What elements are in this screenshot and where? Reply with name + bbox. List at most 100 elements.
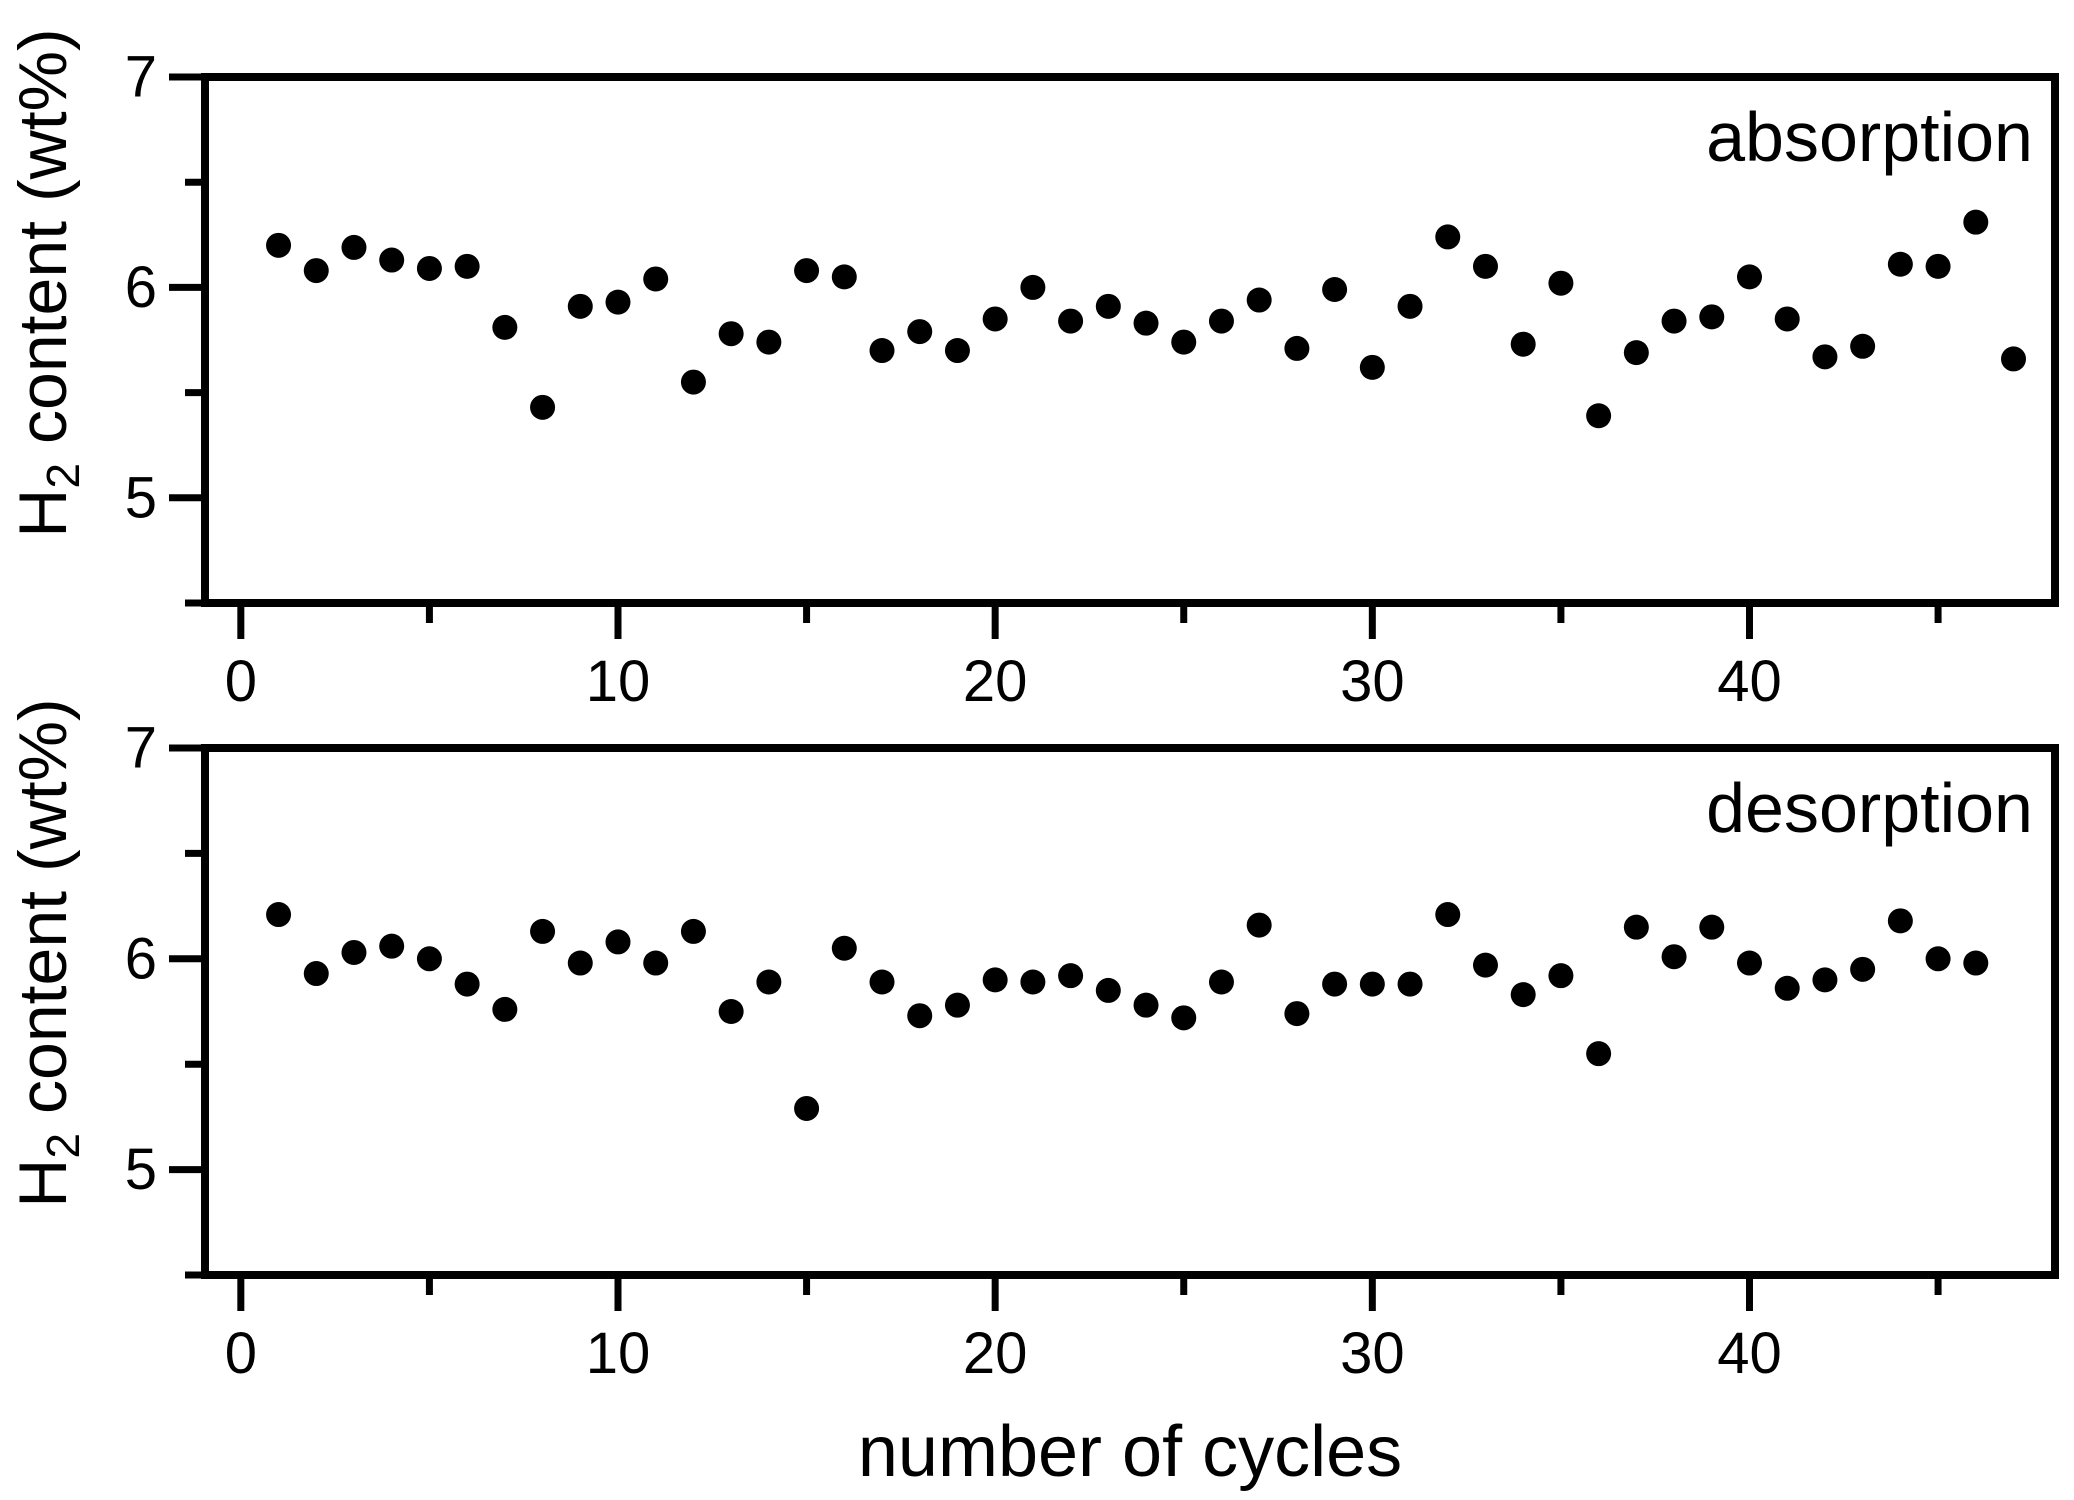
data-point-bottom bbox=[944, 992, 970, 1018]
data-point-bottom bbox=[416, 946, 442, 972]
x-tick-label: 40 bbox=[1717, 649, 1782, 714]
data-point-bottom bbox=[1623, 914, 1649, 940]
data-point-top bbox=[2001, 346, 2027, 372]
plot-frame-bottom bbox=[201, 744, 2059, 1279]
data-point-top bbox=[1925, 253, 1951, 279]
data-point-bottom bbox=[1887, 908, 1913, 934]
data-point-bottom bbox=[379, 933, 405, 959]
data-point-bottom bbox=[1963, 950, 1989, 976]
data-point-top bbox=[341, 234, 367, 260]
data-point-top bbox=[1020, 274, 1046, 300]
y-axis-title-top-main: H bbox=[5, 488, 82, 538]
data-point-top bbox=[454, 253, 480, 279]
data-point-top bbox=[1850, 333, 1876, 359]
data-point-bottom bbox=[303, 961, 329, 987]
data-point-top bbox=[718, 321, 744, 347]
data-point-bottom bbox=[794, 1095, 820, 1121]
data-point-top bbox=[680, 369, 706, 395]
data-point-bottom bbox=[1133, 992, 1159, 1018]
data-point-bottom bbox=[718, 999, 744, 1024]
data-point-bottom bbox=[1699, 914, 1725, 940]
data-point-bottom bbox=[1472, 952, 1498, 978]
y-axis-title-top: H2 content (wt%) bbox=[5, 28, 99, 538]
data-point-bottom bbox=[1925, 946, 1951, 972]
data-point-bottom bbox=[1774, 975, 1800, 1001]
x-tick-label: 0 bbox=[225, 1321, 257, 1386]
data-point-bottom bbox=[1359, 971, 1385, 997]
data-point-top bbox=[944, 338, 970, 364]
data-point-bottom bbox=[643, 950, 669, 976]
data-point-top bbox=[303, 258, 329, 284]
data-point-top bbox=[1623, 340, 1649, 366]
data-point-top bbox=[1058, 308, 1084, 334]
data-point-bottom bbox=[1736, 950, 1762, 976]
data-point-top bbox=[605, 289, 631, 315]
data-point-top bbox=[530, 394, 556, 420]
y-axis-title-top-subscript: 2 bbox=[36, 462, 89, 489]
data-point-bottom bbox=[1322, 971, 1348, 997]
plot-frame-top bbox=[201, 73, 2059, 607]
data-point-bottom bbox=[869, 969, 895, 995]
y-axis-title-bottom: H2 content (wt%) bbox=[5, 698, 99, 1207]
data-point-top bbox=[1736, 264, 1762, 290]
data-point-top bbox=[831, 264, 857, 290]
data-point-bottom bbox=[1661, 944, 1687, 970]
data-point-top bbox=[1397, 293, 1423, 319]
x-tick-label: 30 bbox=[1340, 1321, 1405, 1386]
data-point-top bbox=[907, 319, 933, 345]
data-point-top bbox=[1548, 270, 1574, 296]
y-tick-label: 6 bbox=[125, 255, 157, 320]
x-axis-title: number of cycles bbox=[857, 1412, 1403, 1492]
data-point-top bbox=[756, 329, 782, 355]
data-point-top bbox=[982, 306, 1008, 332]
data-point-bottom bbox=[1171, 1005, 1197, 1031]
data-point-top bbox=[869, 338, 895, 364]
x-tick-label: 40 bbox=[1717, 1321, 1782, 1386]
data-point-top bbox=[1661, 308, 1687, 334]
y-tick-label: 6 bbox=[125, 926, 157, 991]
data-point-bottom bbox=[1850, 956, 1876, 982]
data-point-top bbox=[1887, 251, 1913, 277]
data-point-bottom bbox=[341, 939, 367, 965]
data-point-bottom bbox=[266, 902, 292, 928]
data-point-top bbox=[1284, 335, 1310, 361]
y-tick-label: 7 bbox=[125, 45, 157, 110]
data-point-bottom bbox=[756, 969, 782, 995]
data-point-bottom bbox=[1246, 912, 1272, 938]
data-point-bottom bbox=[1284, 1001, 1310, 1027]
y-axis-title-bottom-subscript: 2 bbox=[36, 1132, 89, 1159]
data-point-top bbox=[1359, 354, 1385, 380]
y-axis-title-top-rest: content (wt%) bbox=[5, 28, 82, 463]
data-point-top bbox=[567, 293, 593, 319]
data-point-top bbox=[1963, 209, 1989, 235]
data-point-top bbox=[794, 258, 820, 284]
data-point-bottom bbox=[1548, 963, 1574, 989]
data-point-top bbox=[1133, 310, 1159, 336]
data-point-top bbox=[1208, 308, 1234, 334]
data-point-top bbox=[416, 255, 442, 281]
data-point-bottom bbox=[982, 967, 1008, 993]
y-tick-label: 5 bbox=[125, 465, 157, 530]
x-tick-label: 0 bbox=[225, 649, 257, 714]
panel-label-desorption: desorption bbox=[1706, 769, 2033, 847]
y-axis-title-bottom-rest: content (wt%) bbox=[5, 698, 82, 1133]
data-point-bottom bbox=[680, 918, 706, 944]
data-point-bottom bbox=[567, 950, 593, 976]
data-point-top bbox=[1472, 253, 1498, 279]
data-point-top bbox=[1586, 403, 1612, 429]
data-point-top bbox=[1246, 287, 1272, 313]
x-tick-label: 20 bbox=[963, 649, 1028, 714]
data-point-bottom bbox=[1812, 967, 1838, 993]
data-point-bottom bbox=[1586, 1041, 1612, 1067]
data-point-bottom bbox=[1435, 902, 1461, 928]
y-tick-label: 7 bbox=[125, 716, 157, 781]
data-point-top bbox=[1171, 329, 1197, 355]
data-point-top bbox=[1699, 304, 1725, 330]
x-tick-label: 10 bbox=[586, 649, 651, 714]
data-point-bottom bbox=[1058, 963, 1084, 989]
data-point-top bbox=[643, 266, 669, 292]
data-point-bottom bbox=[1095, 977, 1121, 1003]
data-point-bottom bbox=[605, 929, 631, 955]
data-point-bottom bbox=[831, 935, 857, 961]
